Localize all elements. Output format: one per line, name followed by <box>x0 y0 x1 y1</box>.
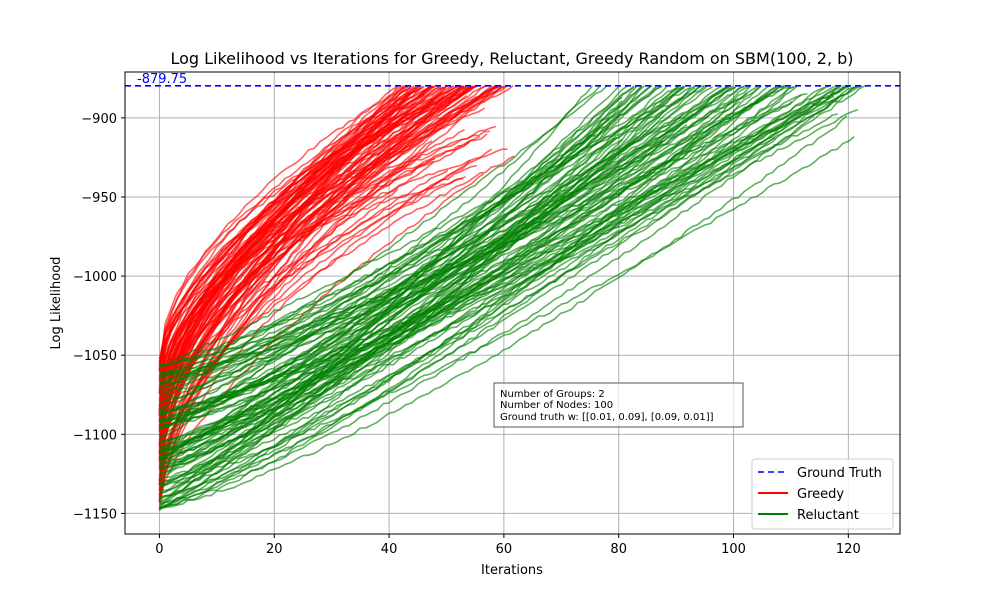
greedy-run-line <box>158 85 514 459</box>
x-tick-label: 60 <box>496 542 513 557</box>
greedy-run-line <box>158 85 434 482</box>
greedy-run-line <box>158 85 399 501</box>
reluctant-run-line <box>159 126 779 380</box>
reluctant-run-line <box>159 85 663 374</box>
greedy-run-line <box>158 85 407 372</box>
greedy-run-line <box>158 86 499 383</box>
reluctant-run-line <box>159 85 762 499</box>
reluctant-run-line <box>159 86 855 505</box>
y-tick-label: −900 <box>81 112 117 127</box>
reluctant-run-line <box>159 137 776 506</box>
reluctant-curves <box>158 85 866 511</box>
reluctant-run-line <box>159 128 711 452</box>
reluctant-run-line <box>159 115 848 509</box>
greedy-run-line <box>158 85 507 394</box>
greedy-curves <box>158 85 515 511</box>
x-tick-label: 120 <box>836 542 861 557</box>
reluctant-run-line <box>159 86 795 485</box>
reluctant-run-line <box>159 97 762 453</box>
reluctant-run-line <box>159 85 608 391</box>
chart-title: Log Likelihood vs Iterations for Greedy,… <box>170 49 853 68</box>
y-tick-label: −950 <box>81 191 117 206</box>
reluctant-run-line <box>159 86 777 492</box>
x-ticks: 0 20 40 60 80 100 120 <box>155 534 861 557</box>
greedy-run-line <box>158 169 449 423</box>
greedy-run-line <box>158 85 477 407</box>
annotation-box: Number of Groups: 2 Number of Nodes: 100… <box>493 382 744 428</box>
greedy-run-line <box>158 85 435 377</box>
x-axis-label: Iterations <box>481 563 543 578</box>
reluctant-run-line <box>159 86 791 369</box>
reluctant-run-line <box>159 85 685 462</box>
x-tick-label: 80 <box>610 542 627 557</box>
reluctant-run-line <box>159 137 617 487</box>
x-tick-label: 40 <box>381 542 398 557</box>
reluctant-run-line <box>159 86 696 495</box>
legend-label-ground-truth: Ground Truth <box>797 466 882 481</box>
greedy-run-line <box>158 85 465 502</box>
annotation-line: Ground truth w: [[0.01, 0.09], [0.09, 0.… <box>500 412 714 423</box>
greedy-run-line <box>158 86 411 483</box>
reluctant-run-line <box>159 85 831 443</box>
legend: Ground Truth Greedy Reluctant <box>751 458 894 530</box>
reluctant-run-line <box>159 86 651 393</box>
greedy-run-line <box>158 155 515 460</box>
greedy-run-line <box>158 85 487 432</box>
legend-label-greedy: Greedy <box>797 487 844 502</box>
greedy-run-line <box>158 85 436 380</box>
ground-truth-value-label: -879.75 <box>137 72 187 87</box>
reluctant-run-line <box>159 85 662 378</box>
greedy-run-line <box>158 85 409 448</box>
reluctant-run-line <box>159 85 849 485</box>
y-tick-label: −1000 <box>73 270 117 285</box>
y-ticks: −1150 −1100 −1050 −1000 −950 −900 <box>73 112 125 522</box>
x-tick-label: 100 <box>721 542 746 557</box>
greedy-run-line <box>158 177 464 430</box>
axes-frame <box>124 71 901 535</box>
reluctant-run-line <box>159 85 745 503</box>
x-tick-label: 0 <box>155 542 163 557</box>
greedy-run-line <box>158 86 499 423</box>
x-tick-label: 20 <box>266 542 283 557</box>
reluctant-run-line <box>159 86 839 413</box>
annotation-line: Number of Nodes: 100 <box>500 400 613 411</box>
greedy-run-line <box>158 86 467 416</box>
greedy-run-line <box>158 121 421 477</box>
reluctant-run-line <box>159 85 728 417</box>
reluctant-run-line <box>159 85 706 374</box>
reluctant-run-line <box>159 85 785 423</box>
reluctant-run-line <box>159 86 737 404</box>
reluctant-run-line <box>159 85 680 395</box>
y-tick-label: −1050 <box>73 349 117 364</box>
reluctant-run-line <box>159 135 638 459</box>
greedy-run-line <box>158 85 465 393</box>
y-tick-label: −1150 <box>73 507 117 522</box>
annotation-line: Number of Groups: 2 <box>500 389 605 400</box>
legend-label-reluctant: Reluctant <box>797 508 859 523</box>
greedy-run-line <box>158 86 466 381</box>
greedy-run-line <box>158 92 411 394</box>
reluctant-run-line <box>159 85 842 485</box>
reluctant-run-line <box>159 85 770 443</box>
y-axis-label: Log Likelihood <box>49 257 64 350</box>
y-tick-label: −1100 <box>73 428 117 443</box>
reluctant-run-line <box>159 86 692 368</box>
greedy-run-line <box>158 85 479 411</box>
greedy-run-line <box>158 125 497 391</box>
legend-frame <box>751 458 894 530</box>
reluctant-run-line <box>159 85 845 450</box>
